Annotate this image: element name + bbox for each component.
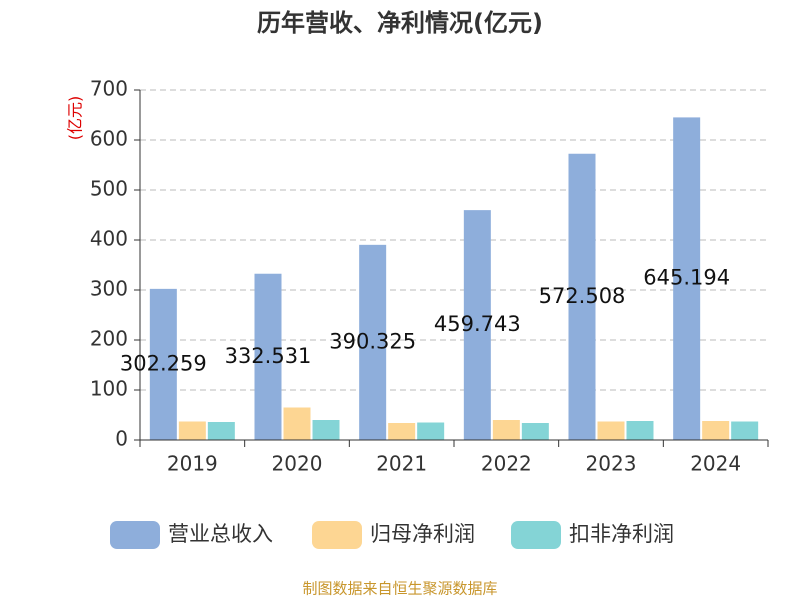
bar <box>568 153 596 440</box>
bar <box>178 421 206 440</box>
legend-label: 营业总收入 <box>168 522 273 546</box>
legend-swatch <box>312 521 362 549</box>
y-tick-label: 100 <box>90 377 128 401</box>
data-label: 459.743 <box>434 312 521 336</box>
legend-swatch <box>511 521 561 549</box>
data-label: 332.531 <box>225 344 312 368</box>
x-tick-label: 2021 <box>376 452 427 476</box>
bar <box>254 273 282 440</box>
bar <box>207 422 235 440</box>
y-tick-label: 700 <box>90 77 128 101</box>
bar <box>731 421 759 440</box>
y-tick-label: 0 <box>115 427 128 451</box>
bar <box>521 423 549 440</box>
bar <box>597 421 625 440</box>
data-label: 572.508 <box>539 284 626 308</box>
x-tick-label: 2024 <box>690 452 741 476</box>
legend-label: 归母净利润 <box>370 522 475 546</box>
source-note: 制图数据来自恒生聚源数据库 <box>302 580 497 598</box>
x-tick-label: 2023 <box>586 452 637 476</box>
legend-label: 扣非净利润 <box>569 522 674 546</box>
bar <box>312 420 340 440</box>
bar <box>388 423 416 440</box>
y-tick-label: 600 <box>90 127 128 151</box>
bar <box>149 288 177 440</box>
bar <box>492 420 520 440</box>
y-tick-label: 300 <box>90 277 128 301</box>
bar <box>463 210 491 440</box>
data-label: 390.325 <box>329 329 416 353</box>
bar <box>626 421 654 440</box>
bar <box>673 117 701 440</box>
bar <box>283 407 311 440</box>
y-tick-label: 500 <box>90 177 128 201</box>
data-label: 645.194 <box>643 266 730 290</box>
y-tick-label: 200 <box>90 327 128 351</box>
bar <box>359 244 387 440</box>
y-tick-label: 400 <box>90 227 128 251</box>
data-label: 302.259 <box>120 351 207 375</box>
x-tick-label: 2022 <box>481 452 532 476</box>
x-tick-label: 2020 <box>272 452 323 476</box>
y-axis-label: (亿元) <box>66 96 85 141</box>
chart-title: 历年营收、净利情况(亿元) <box>257 9 543 37</box>
legend-swatch <box>110 521 160 549</box>
bar <box>702 421 730 440</box>
x-tick-label: 2019 <box>167 452 218 476</box>
bar <box>417 422 445 440</box>
